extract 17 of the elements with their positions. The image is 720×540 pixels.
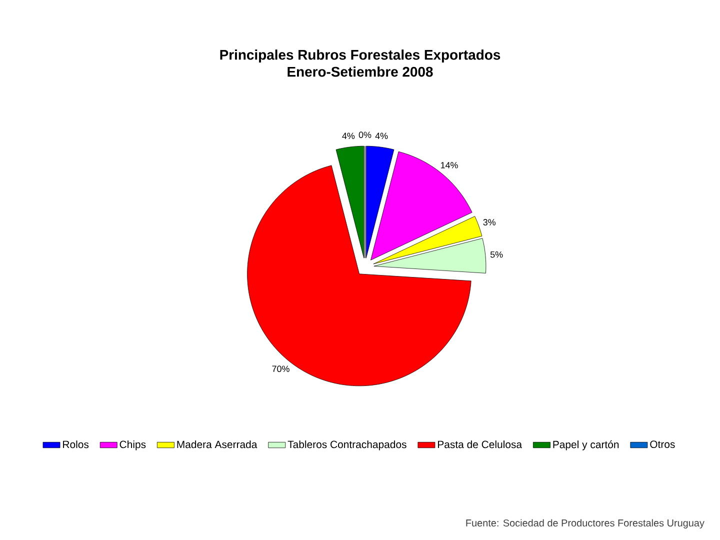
text: 0% xyxy=(358,132,372,138)
chart-subtitle: Enero-Setiembre 2008 xyxy=(288,66,433,77)
legend-label: Rolos xyxy=(63,440,89,448)
legend-label: Chips xyxy=(120,440,146,450)
data-label: 14% xyxy=(440,162,458,168)
legend-label: Otros xyxy=(650,440,675,448)
data-label: 70% xyxy=(272,366,290,372)
legend-label: Tableros Contrachapados xyxy=(288,440,406,450)
data-label: 4% xyxy=(375,132,388,140)
legend-label: Papel y cartón xyxy=(553,440,619,450)
source-note: Fuente: Sociedad de Productores Forestales Uruguay xyxy=(466,519,704,528)
data-label: 3% xyxy=(483,219,496,226)
legend-label: Pasta de Celulosa xyxy=(438,440,522,448)
data-label: 4% xyxy=(342,132,355,140)
data-label: 5% xyxy=(490,251,503,258)
legend-label: Madera Aserrada xyxy=(177,440,258,448)
chart-title: Principales Rubros Forestales Exportados xyxy=(220,50,500,63)
